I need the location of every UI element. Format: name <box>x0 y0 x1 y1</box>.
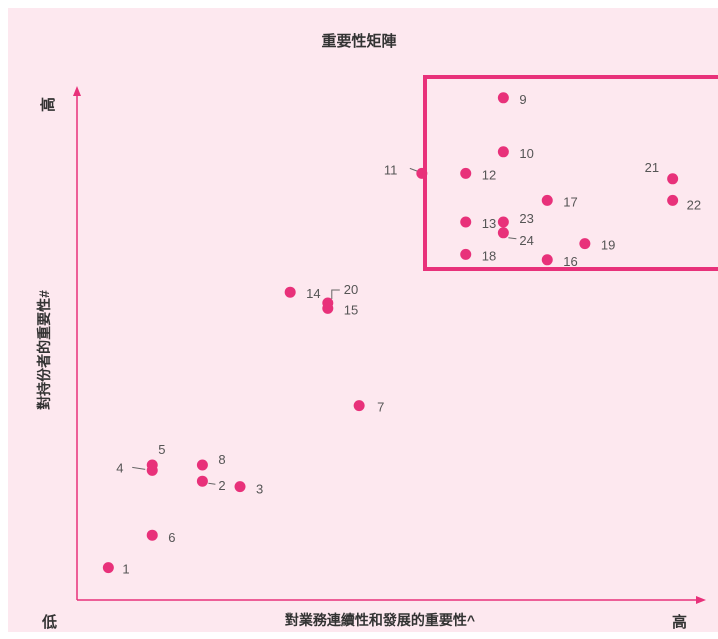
data-point-8 <box>196 459 208 471</box>
data-point-16 <box>541 254 553 266</box>
chart-panel <box>8 8 718 632</box>
data-point-19 <box>579 238 591 250</box>
point-label-2: 2 <box>218 478 225 493</box>
point-label-24: 24 <box>519 233 533 248</box>
x-axis-label: 對業務連續性和發展的重要性^ <box>284 612 476 628</box>
point-label-11: 11 <box>384 162 398 177</box>
point-label-6: 6 <box>168 530 175 545</box>
leader-line-11 <box>409 167 419 172</box>
y-axis-arrow <box>73 86 81 96</box>
data-point-22 <box>667 194 679 206</box>
data-point-3 <box>234 481 246 493</box>
point-label-20: 20 <box>344 282 358 297</box>
leader-line-4 <box>132 466 146 470</box>
data-point-18 <box>460 248 472 260</box>
point-label-8: 8 <box>218 452 225 467</box>
point-label-5: 5 <box>158 442 165 457</box>
point-label-7: 7 <box>377 400 384 415</box>
point-label-12: 12 <box>482 167 496 182</box>
data-point-13 <box>460 216 472 228</box>
point-label-18: 18 <box>482 248 496 263</box>
data-point-9 <box>497 92 509 104</box>
point-label-4: 4 <box>116 460 123 475</box>
leader-line-20 <box>331 289 340 299</box>
x-low-label: 低 <box>42 614 58 631</box>
data-point-10 <box>497 146 509 158</box>
data-point-2 <box>196 475 208 487</box>
data-point-20 <box>322 297 334 309</box>
x-axis-arrow <box>696 596 706 604</box>
data-point-21 <box>667 173 679 185</box>
point-label-13: 13 <box>482 216 496 231</box>
data-point-14 <box>284 286 296 298</box>
data-point-23 <box>497 216 509 228</box>
leader-line-2 <box>208 482 216 485</box>
x-high-label: 高 <box>672 614 688 631</box>
data-point-11 <box>416 167 428 179</box>
chart-title: 重要性矩陣 <box>321 33 397 50</box>
point-label-10: 10 <box>519 146 533 161</box>
data-point-17 <box>541 194 553 206</box>
data-point-1 <box>102 562 114 574</box>
point-label-23: 23 <box>519 211 533 226</box>
point-label-9: 9 <box>519 92 526 107</box>
point-label-17: 17 <box>563 194 577 209</box>
data-point-7 <box>353 400 365 412</box>
point-label-22: 22 <box>687 197 701 212</box>
leader-line-24 <box>508 237 517 240</box>
data-point-12 <box>460 167 472 179</box>
point-label-14: 14 <box>306 286 320 301</box>
data-point-24 <box>497 227 509 239</box>
data-point-6 <box>146 529 158 541</box>
point-label-19: 19 <box>601 238 615 253</box>
point-label-3: 3 <box>256 482 263 497</box>
data-point-5 <box>146 459 158 471</box>
point-label-15: 15 <box>344 302 358 317</box>
point-label-21: 21 <box>645 160 659 175</box>
point-label-1: 1 <box>122 562 129 577</box>
point-label-16: 16 <box>563 254 577 269</box>
